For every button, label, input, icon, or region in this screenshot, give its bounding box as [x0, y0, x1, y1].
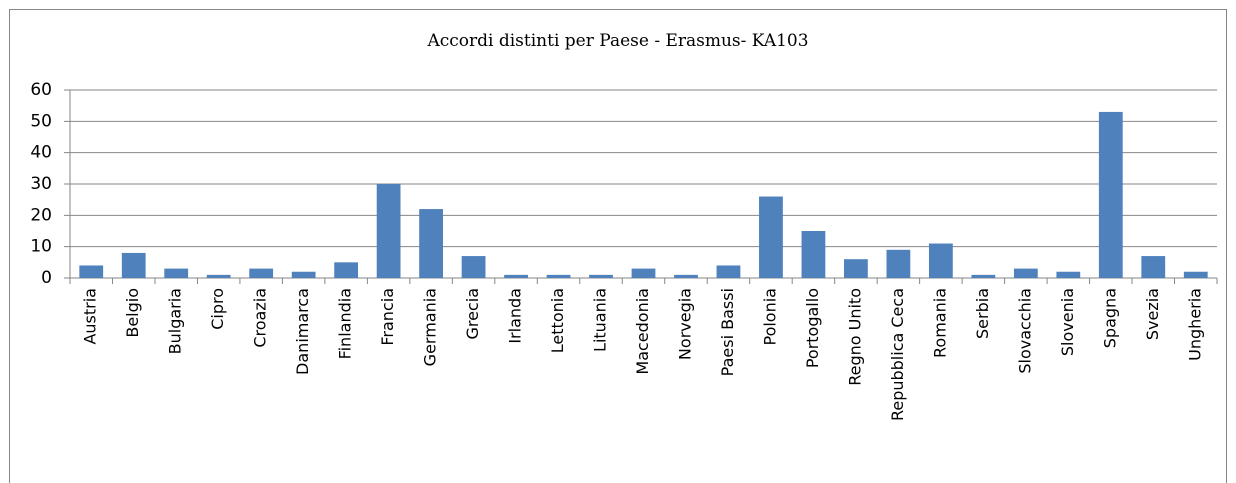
x-tick-label: Germania: [421, 288, 440, 366]
bar: [1013, 268, 1038, 278]
y-tick-label: 0: [41, 268, 52, 288]
bar: [589, 274, 613, 278]
bar: [334, 262, 359, 278]
bar: [844, 259, 868, 278]
bar: [249, 268, 274, 278]
bar: [1056, 271, 1081, 278]
bar: [206, 274, 231, 278]
bar: [291, 271, 316, 278]
y-tick-label: 60: [30, 80, 52, 100]
x-tick-label: Slovenia: [1058, 288, 1077, 356]
x-tick-label: Austria: [81, 288, 100, 345]
bar: [716, 265, 741, 278]
bar: [886, 249, 911, 278]
y-tick-label: 10: [30, 237, 52, 257]
chart-title: Accordi distinti per Paese - Erasmus- KA…: [426, 31, 808, 51]
x-tick-label: Belgio: [123, 288, 142, 338]
x-tick-label: Finlandia: [336, 288, 355, 359]
bar: [971, 274, 996, 278]
x-tick-label: Danimarca: [293, 288, 312, 375]
x-tick-label: Ungheria: [1185, 288, 1204, 361]
x-tick-label: Polonia: [760, 288, 779, 346]
x-tick-label: Norvegia: [675, 288, 694, 360]
bar: [461, 256, 486, 278]
y-tick-label: 40: [30, 143, 52, 163]
x-tick-label: Croazia: [251, 288, 270, 348]
bar: [1141, 256, 1166, 278]
x-tick-label: Repubblica Ceca: [888, 288, 907, 421]
x-tick-label: Regno Unito: [845, 288, 864, 386]
x-tick-label: Macedonia: [633, 288, 652, 375]
bar: [1098, 111, 1123, 278]
x-tick-label: Bulgaria: [166, 288, 185, 354]
y-tick-label: 50: [30, 111, 52, 131]
x-tick-label: Portogallo: [803, 288, 822, 368]
x-tick-label: Lettonia: [548, 288, 567, 353]
y-tick-label: 20: [30, 205, 52, 225]
x-tick-label: Francia: [378, 288, 397, 346]
x-tick-label: Serbia: [973, 288, 992, 339]
bar: [928, 243, 953, 278]
x-tick-label: Cipro: [208, 288, 227, 330]
x-tick-label: Svezia: [1143, 288, 1162, 340]
x-tick-label: Spagna: [1100, 288, 1119, 348]
bar: [419, 209, 443, 278]
bar: [79, 265, 104, 278]
bar: [631, 268, 656, 278]
x-tick-label: Lituania: [591, 288, 610, 352]
bar: [1183, 271, 1208, 278]
bar: [674, 274, 698, 278]
bar: [164, 268, 189, 278]
bar: [801, 231, 826, 278]
x-tick-label: Grecia: [463, 288, 482, 340]
bar: [376, 184, 401, 278]
bar: [504, 274, 528, 278]
bar: [759, 196, 783, 278]
x-tick-label: Irlanda: [506, 288, 525, 344]
x-tick-label: Romania: [930, 288, 949, 358]
x-tick-label: Slovacchia: [1015, 288, 1034, 374]
bar: [546, 274, 571, 278]
y-tick-label: 30: [30, 174, 52, 194]
x-tick-label: Paesi Bassi: [718, 288, 737, 376]
bar: [121, 252, 146, 278]
